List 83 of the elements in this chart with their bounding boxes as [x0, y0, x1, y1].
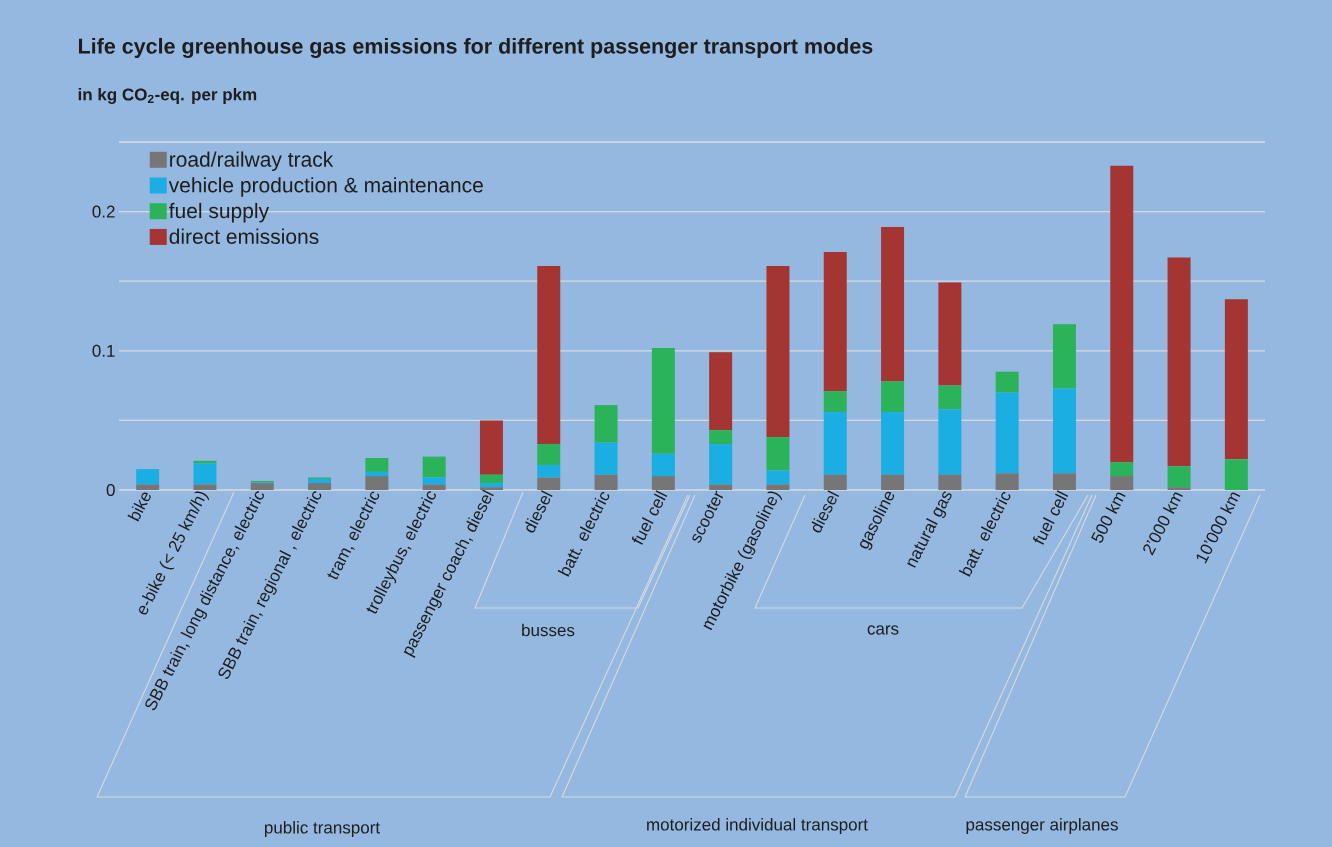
- bar: [250, 483, 274, 490]
- bar: [422, 484, 446, 490]
- bar: [537, 265, 561, 445]
- bar: [193, 484, 217, 490]
- bar: [881, 474, 905, 490]
- bar: [193, 463, 217, 485]
- bar: [365, 457, 389, 472]
- bar: [365, 476, 389, 490]
- bar: [422, 456, 446, 478]
- legend-label: road/railway track: [170, 151, 334, 171]
- bar: [766, 470, 790, 485]
- x-tick-label: fuel cell: [1033, 490, 1069, 545]
- bar: [709, 352, 733, 431]
- bar: [594, 405, 618, 443]
- bar: [1224, 299, 1248, 460]
- text: public transport: [264, 821, 380, 837]
- y-tick-label: 0: [106, 483, 115, 497]
- bar: [136, 484, 160, 490]
- text: busses: [522, 623, 575, 637]
- bar: [1110, 476, 1134, 490]
- x-tick-label: fuel cell: [631, 490, 668, 545]
- bar: [938, 474, 962, 490]
- bar: [823, 412, 847, 475]
- bar: [881, 381, 905, 413]
- bar: [651, 453, 675, 477]
- bar: [1224, 459, 1248, 490]
- x-tick-label: 2’000 km: [1143, 492, 1183, 556]
- bar: [709, 430, 733, 445]
- bar: [537, 464, 561, 478]
- bar: [594, 442, 618, 475]
- y-tick-label: 0.1: [92, 344, 115, 357]
- bar: [995, 473, 1019, 490]
- bar: [823, 474, 847, 490]
- bar: [479, 420, 503, 475]
- legend-label: direct emissions: [169, 228, 319, 244]
- bar: [308, 478, 332, 484]
- bar: [1052, 473, 1076, 490]
- x-tick-label: bike: [127, 492, 151, 522]
- bar: [479, 483, 503, 488]
- bar: [1167, 466, 1191, 488]
- bar: [365, 471, 389, 477]
- bar: [193, 460, 217, 464]
- bar: [766, 437, 790, 471]
- bar: [594, 474, 618, 490]
- bar: [823, 391, 847, 413]
- bar: [938, 282, 962, 386]
- y-tick-label: 0.2: [92, 205, 115, 218]
- text: cars: [867, 625, 899, 635]
- bar: [308, 483, 332, 490]
- bar: [1167, 487, 1191, 490]
- bar: [766, 484, 790, 490]
- bar: [709, 444, 733, 485]
- chart-subtitle: in kg CO$_{2}$-eq. per pkm: [78, 88, 257, 104]
- legend-label: fuel supply: [169, 202, 270, 223]
- x-tick-label: 500 km: [1091, 492, 1126, 543]
- bar: [938, 385, 962, 410]
- legend-label: vehicle production & maintenance: [168, 177, 483, 197]
- bar: [823, 251, 847, 392]
- bar: [136, 469, 160, 485]
- bar: [766, 265, 790, 438]
- bar: [995, 371, 1019, 393]
- bar: [651, 348, 675, 454]
- x-tick-label: diesel: [525, 490, 553, 533]
- bar: [479, 487, 503, 490]
- text: motorized individual transport: [647, 818, 868, 834]
- bar: [995, 392, 1019, 474]
- bar: [709, 484, 733, 490]
- chart-title: Life cycle greenhouse gas emissions for different passenger transport modes: [78, 37, 873, 59]
- bar: [422, 477, 446, 485]
- bar: [938, 409, 962, 475]
- bar: [1110, 165, 1134, 463]
- bar: [537, 477, 561, 490]
- bar: [1167, 257, 1191, 467]
- x-tick-label: diesel: [811, 490, 840, 533]
- bar: [1052, 324, 1076, 389]
- bar: [881, 412, 905, 475]
- bar: [881, 226, 905, 382]
- bar: [537, 444, 561, 465]
- bar: [651, 476, 675, 490]
- bar: [479, 474, 503, 484]
- bar: [1052, 388, 1076, 474]
- bar: [1110, 462, 1134, 477]
- text: passenger airplanes: [966, 818, 1118, 834]
